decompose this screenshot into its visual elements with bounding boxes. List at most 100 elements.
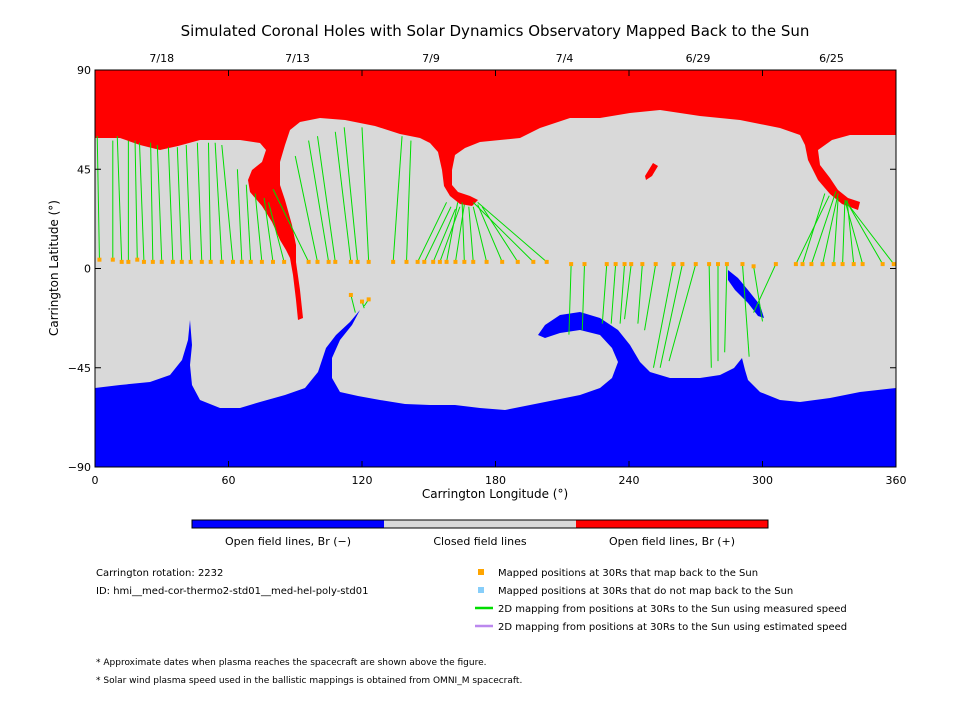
mapped-point [740,262,745,267]
mapped-point [809,262,814,267]
mapped-point [306,259,311,264]
mapped-point [800,262,805,267]
mapped-point [315,259,320,264]
mapped-point [97,257,102,262]
mapped-point [680,262,685,267]
mapping-line [317,136,336,262]
y-tick-label: 90 [77,64,91,77]
y-tick-label: 45 [77,163,91,176]
mapping-line [334,131,352,262]
mapping-line [263,197,274,262]
mapped-point [431,259,436,264]
mapping-line [842,202,846,265]
mapping-line [659,263,683,368]
mapped-point [707,262,712,267]
mapped-point [531,259,536,264]
mapping-line [724,264,728,353]
mapping-line [392,136,403,262]
mapping-line [96,136,100,260]
date-label: 6/25 [819,52,844,65]
mapped-point [820,262,825,267]
mapping-line [844,199,895,265]
mapping-line [361,127,370,262]
colorbar: Open field lines, Br (−) Closed field li… [191,519,769,548]
mapped-point [484,259,489,264]
mapped-point [891,262,896,267]
x-tick-label: 180 [485,474,506,487]
mapping-line [308,140,330,262]
mapped-point [840,262,845,267]
mapped-point [348,259,353,264]
mapped-point [751,264,756,269]
mapping-line [221,144,234,262]
mapped-point [141,259,146,264]
date-label: 7/4 [556,52,574,65]
mapping-line [472,206,488,263]
mapped-point [271,259,275,264]
mapped-point [348,292,353,297]
mapped-point [653,262,658,267]
carrington-rotation: Carrington rotation: 2232 [96,568,223,579]
legend: Mapped positions at 30Rs that map back t… [475,568,847,633]
legend-marker-unmapped [478,587,484,593]
mapping-line [833,197,839,265]
mapped-point [471,259,476,264]
axes: 0 60 120 180 240 300 360 −90 −45 0 45 90 7/18 7/13 7/9… [68,52,907,487]
mapping-line [245,184,252,262]
mapped-point [150,259,155,264]
mapped-point [582,262,587,267]
mapped-point [613,262,618,267]
x-tick-label: 60 [222,474,236,487]
mapping-line [581,264,585,331]
mapped-point [199,259,204,264]
legend-text-mapped: Mapped positions at 30Rs that map back t… [498,568,758,579]
legend-text-measured: 2D mapping from positions at 30Rs to the… [498,604,847,615]
mapping-line [637,264,643,324]
mapping-line [207,142,212,262]
mapped-point [119,259,124,264]
mapped-point [126,259,131,264]
mapping-line [432,208,456,263]
mapped-point [415,259,420,264]
mapped-point [622,262,627,267]
mapped-point [179,259,184,264]
mapped-point [326,259,331,264]
colorbar-label-positive: Open field lines, Br (+) [609,535,735,548]
mapping-line [477,204,503,263]
mapped-point [462,259,467,264]
mapping-line [568,264,572,335]
colorbar-closed [384,520,576,528]
x-tick-label: 300 [752,474,773,487]
mapped-point [793,262,798,267]
chart-title: Simulated Coronal Holes with Solar Dynam… [181,22,810,40]
mapping-line [196,142,203,262]
mapped-point [671,262,676,267]
mapping-line [822,193,839,265]
mapping-line [176,147,183,262]
negative-patch [728,270,764,318]
mapping-line [268,202,285,263]
footnote-speed: * Solar wind plasma speed used in the ba… [96,676,522,686]
mapped-point [391,259,396,264]
date-label: 7/13 [285,52,310,65]
mapped-point [366,259,371,264]
mapping-line [446,202,459,262]
north-positive-open-region [95,70,896,320]
mapped-point [437,259,442,264]
mapped-point [248,259,253,264]
mapping-line [417,202,447,263]
mapping-line [753,263,777,313]
mapped-point [230,259,235,264]
model-id: ID: hmi__med-cor-thermo2-std01__med-hel-… [96,586,369,597]
colorbar-label-closed: Closed field lines [433,535,527,548]
colorbar-frame [191,519,769,529]
mapped-point [544,259,549,264]
mapping-line [644,264,657,331]
x-tick-label: 0 [92,474,99,487]
mapping-line [167,147,174,262]
mapped-point [259,259,264,264]
mapping-line [624,264,632,320]
mapping-line [461,202,465,262]
mapping-line [294,155,318,262]
mapping-line [652,263,674,368]
